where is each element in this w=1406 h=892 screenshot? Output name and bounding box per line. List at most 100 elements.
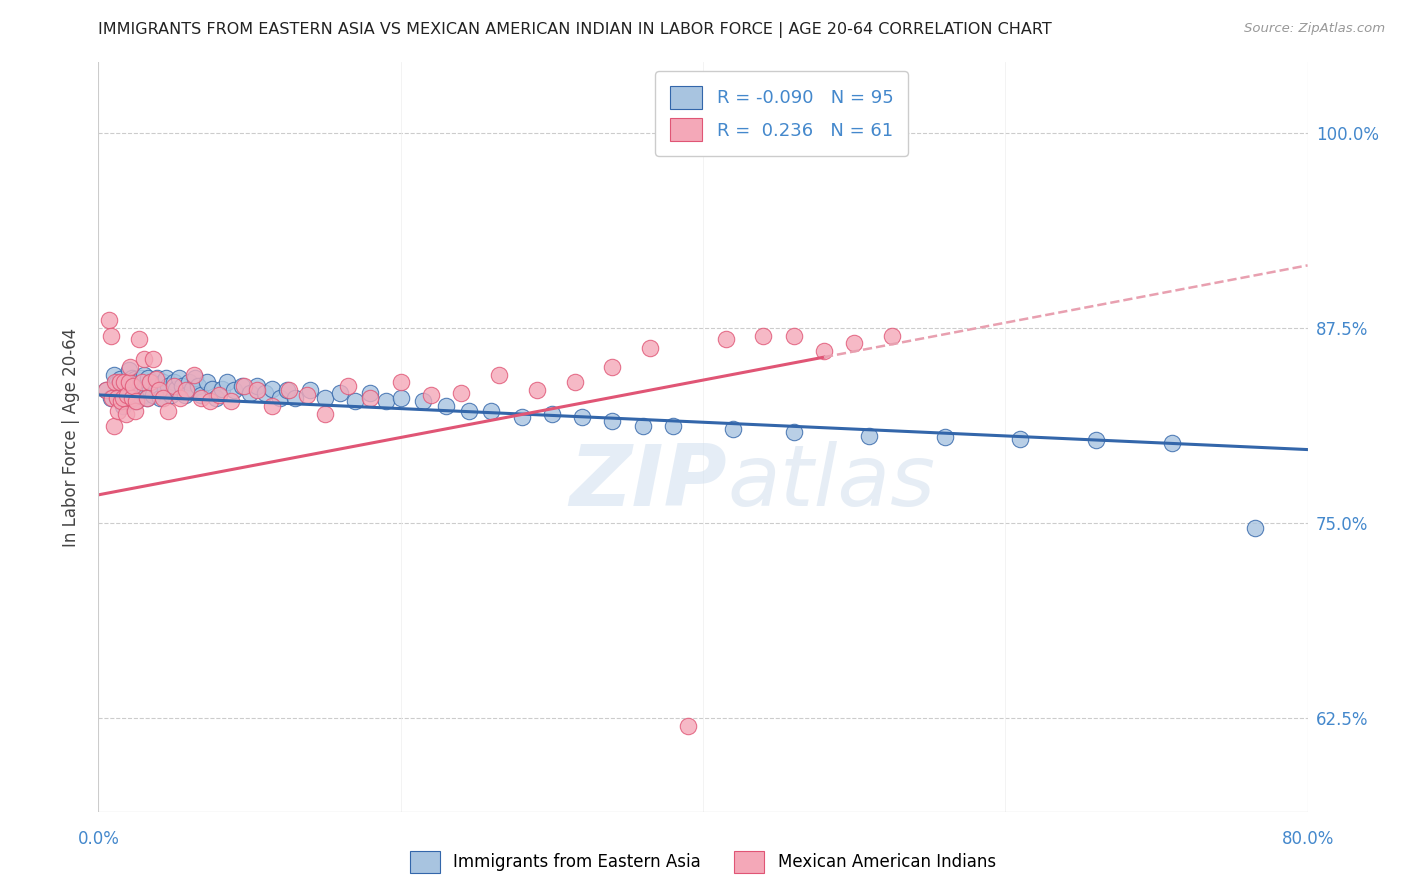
Point: [389, 376, 412, 390]
Point: [374, 394, 396, 409]
Point: [132, 388, 155, 402]
Point: [100, 391, 122, 405]
Point: [676, 719, 699, 733]
Point: [510, 409, 533, 424]
Point: [128, 332, 150, 346]
Point: [1160, 436, 1182, 450]
Point: [200, 394, 222, 409]
Point: [295, 388, 318, 402]
Text: IMMIGRANTS FROM EASTERN ASIA VS MEXICAN AMERICAN INDIAN IN LABOR FORCE | AGE 20-: IMMIGRANTS FROM EASTERN ASIA VS MEXICAN …: [98, 22, 1052, 38]
Legend: R = -0.090   N = 95, R =  0.236   N = 61: R = -0.090 N = 95, R = 0.236 N = 61: [655, 71, 908, 156]
Point: [165, 382, 187, 396]
Point: [145, 378, 167, 392]
Point: [121, 391, 143, 405]
Point: [105, 391, 128, 405]
Point: [181, 382, 204, 396]
Point: [136, 370, 159, 384]
Point: [661, 419, 683, 434]
Point: [114, 407, 136, 421]
Point: [122, 378, 145, 392]
Point: [107, 403, 129, 417]
Point: [179, 376, 201, 390]
Point: [118, 378, 141, 392]
Point: [858, 428, 880, 442]
Point: [526, 383, 548, 397]
Point: [420, 388, 443, 402]
Y-axis label: In Labor Force | Age 20-64: In Labor Force | Age 20-64: [62, 327, 80, 547]
Point: [783, 328, 806, 343]
Point: [169, 391, 191, 405]
Point: [141, 376, 163, 390]
Point: [108, 372, 131, 386]
Point: [114, 394, 136, 409]
Point: [208, 388, 231, 402]
Point: [360, 386, 382, 401]
Text: 80.0%: 80.0%: [1281, 830, 1334, 848]
Point: [844, 336, 866, 351]
Point: [163, 376, 186, 390]
Point: [129, 383, 152, 397]
Point: [1085, 433, 1108, 447]
Point: [160, 388, 183, 402]
Point: [336, 378, 359, 392]
Point: [125, 394, 148, 409]
Point: [253, 386, 276, 401]
Point: [98, 313, 121, 327]
Point: [153, 382, 176, 396]
Point: [723, 422, 745, 436]
Point: [284, 391, 307, 405]
Point: [134, 382, 156, 396]
Point: [103, 368, 125, 382]
Point: [329, 386, 352, 401]
Point: [262, 382, 284, 396]
Point: [111, 399, 134, 413]
Point: [115, 388, 138, 402]
Point: [152, 391, 174, 405]
Point: [125, 394, 148, 409]
Point: [105, 376, 128, 390]
Point: [344, 394, 367, 409]
Point: [132, 351, 155, 366]
Point: [131, 376, 153, 390]
Point: [221, 394, 243, 409]
Text: 0.0%: 0.0%: [77, 830, 120, 848]
Point: [564, 376, 586, 390]
Point: [269, 391, 291, 405]
Point: [139, 376, 162, 390]
Point: [631, 419, 654, 434]
Point: [118, 376, 141, 390]
Point: [934, 430, 956, 444]
Point: [299, 383, 322, 397]
Point: [450, 386, 472, 401]
Point: [104, 376, 127, 390]
Point: [121, 370, 143, 384]
Point: [110, 383, 132, 397]
Point: [114, 383, 136, 397]
Point: [124, 372, 146, 386]
Point: [148, 383, 170, 397]
Point: [115, 386, 138, 401]
Point: [246, 383, 269, 397]
Point: [232, 378, 254, 392]
Point: [714, 332, 737, 346]
Point: [880, 328, 903, 343]
Point: [120, 388, 142, 402]
Point: [146, 370, 169, 384]
Point: [783, 425, 806, 440]
Point: [277, 383, 299, 397]
Point: [314, 407, 336, 421]
Point: [314, 391, 336, 405]
Point: [360, 391, 382, 405]
Point: [112, 376, 135, 390]
Point: [135, 391, 157, 405]
Point: [481, 403, 503, 417]
Point: [105, 391, 128, 405]
Point: [101, 391, 124, 405]
Point: [262, 399, 284, 413]
Point: [129, 370, 152, 384]
Point: [135, 391, 157, 405]
Point: [174, 383, 197, 397]
Point: [183, 368, 205, 382]
Point: [195, 376, 218, 390]
Point: [108, 376, 131, 390]
